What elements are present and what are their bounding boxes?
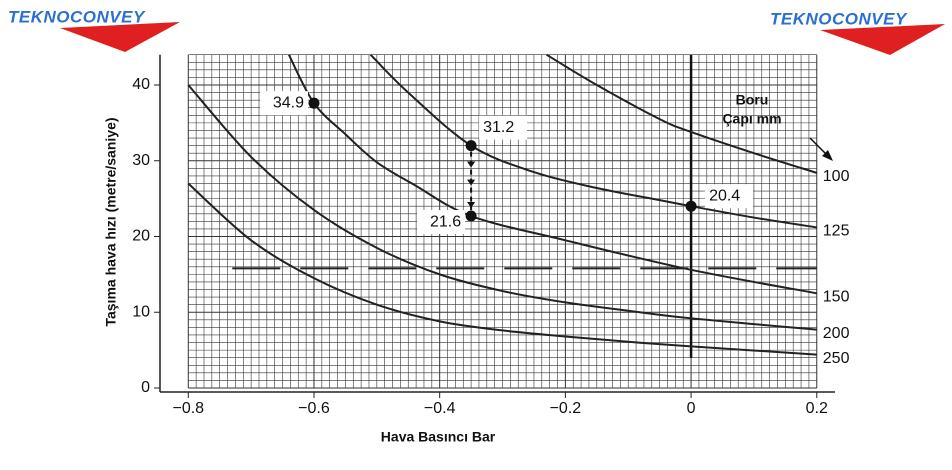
- logo-right: TEKNOCONVEY: [770, 9, 945, 55]
- annotation-box: [259, 91, 308, 116]
- annotation-label: 31.2: [483, 119, 514, 136]
- logo-swoosh: [60, 22, 180, 52]
- legend-arrowhead: [822, 150, 833, 161]
- annotation-point: [465, 210, 477, 222]
- legend-label: 200: [823, 325, 850, 342]
- curve: [546, 53, 818, 174]
- annotation-point: [465, 140, 477, 152]
- arrowhead: [467, 161, 476, 168]
- arrowhead: [467, 179, 476, 186]
- legend-title: Boru: [736, 92, 769, 108]
- annotation-box: [705, 184, 754, 209]
- legend-label: 250: [823, 350, 850, 367]
- legend-label: 100: [823, 168, 850, 185]
- legend-title: Çapı mm: [722, 111, 781, 127]
- annotation-label: 34.9: [273, 94, 304, 111]
- annotation-box: [479, 115, 528, 140]
- y-axis-label: Taşıma hava hızı (metre/saniye): [103, 117, 119, 326]
- annotation-box: [417, 210, 466, 235]
- plot: 100 125 150 200 250 34.9 31.2 21.6 20.4: [187, 53, 850, 367]
- x-tick-label: 0: [687, 400, 696, 417]
- y-tick-label: 20: [132, 228, 150, 245]
- x-axis-label: Hava Basıncı Bar: [381, 429, 496, 445]
- curve: [369, 53, 817, 229]
- annotation-point: [308, 97, 320, 109]
- y-tick-label: 40: [132, 76, 150, 93]
- logo-text: TEKNOCONVEY: [8, 7, 146, 26]
- curve: [187, 84, 817, 331]
- curve: [287, 54, 817, 295]
- y-tick-label: 30: [132, 152, 150, 169]
- logo-text: TEKNOCONVEY: [770, 9, 908, 28]
- legend-label: 150: [823, 289, 850, 306]
- logo-swoosh: [820, 24, 945, 55]
- x-tick-label: −0.8: [172, 400, 204, 417]
- x-tick-label: −0.4: [424, 400, 456, 417]
- curve: [187, 182, 817, 356]
- x-tick-label: −0.2: [550, 400, 582, 417]
- annotation-label: 21.6: [430, 213, 461, 230]
- annotation-label: 20.4: [709, 187, 740, 204]
- annotation-point: [685, 200, 697, 212]
- legend-label: 125: [823, 223, 850, 240]
- x-tick-label: −0.6: [298, 400, 330, 417]
- logo-left: TEKNOCONVEY: [8, 7, 180, 52]
- x-tick-label: 0.2: [806, 400, 828, 417]
- arrowhead: [467, 202, 476, 209]
- y-tick-label: 10: [132, 303, 150, 320]
- y-tick-label: 0: [141, 379, 150, 396]
